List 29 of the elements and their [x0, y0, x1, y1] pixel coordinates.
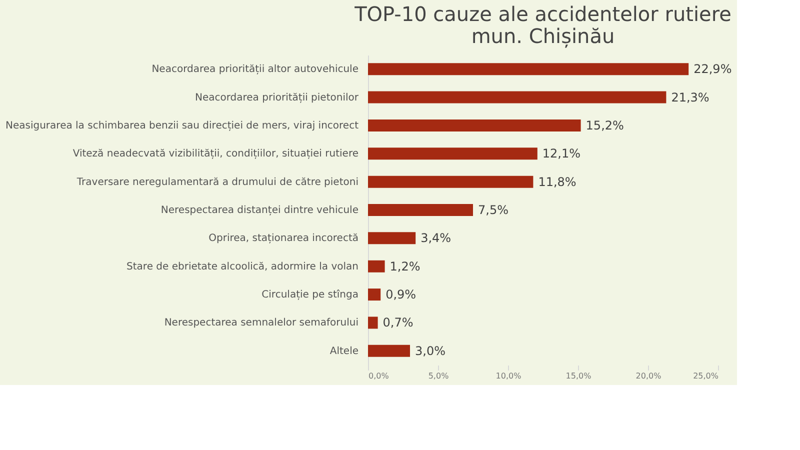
x-tick-label: 0,0%	[368, 372, 390, 380]
x-tick-label: 25,0%	[693, 372, 719, 380]
data-label: 15,2%	[586, 118, 624, 132]
data-label: 11,8%	[538, 174, 576, 189]
y-tick-label: Stare de ebrietate alcoolică, adormire la volan	[126, 261, 358, 272]
x-tick-label: 15,0%	[566, 372, 592, 380]
y-tick-label: Nerespectarea distanței dintre vehicule	[160, 205, 358, 216]
y-tick-label: Traversare neregulamentară a drumului de către pietoni	[76, 176, 358, 188]
y-tick-label: Oprirea, staționarea incorectă	[208, 233, 358, 244]
x-tick-label: 10,0%	[496, 372, 522, 380]
data-label: 3,0%	[415, 344, 446, 358]
y-tick-label: Nerespectarea semnalelor semaforului	[164, 318, 358, 329]
data-label: 21,3%	[671, 90, 710, 104]
y-tick-label: Neacordarea priorității altor autovehicule	[152, 64, 358, 76]
data-label: 12,1%	[542, 146, 581, 161]
chart-title: TOP-10 cauze ale accidentelor rutiere mun. Chișinău	[354, 2, 732, 48]
x-tick-label: 20,0%	[636, 372, 662, 380]
y-tick-label: Altele	[330, 346, 358, 357]
y-tick-label: Circulație pe stînga	[262, 290, 358, 301]
y-tick-label: Neasigurarea la schimbarea benzii sau direcției de mers, viraj incorect	[6, 120, 359, 132]
data-label: 22,9%	[694, 62, 732, 76]
y-tick-label: Viteză neadecvată vizibilității, condițiilor, situației rutiere	[72, 148, 358, 160]
data-label: 0,9%	[386, 288, 416, 302]
data-label: 7,5%	[478, 203, 508, 217]
data-label: 0,7%	[382, 316, 414, 330]
y-tick-label: Neacordarea priorității pietonilor	[194, 92, 360, 104]
x-tick-label: 5,0%	[428, 372, 450, 380]
data-label: 3,4%	[420, 231, 452, 246]
data-label: 1,2%	[390, 259, 420, 274]
